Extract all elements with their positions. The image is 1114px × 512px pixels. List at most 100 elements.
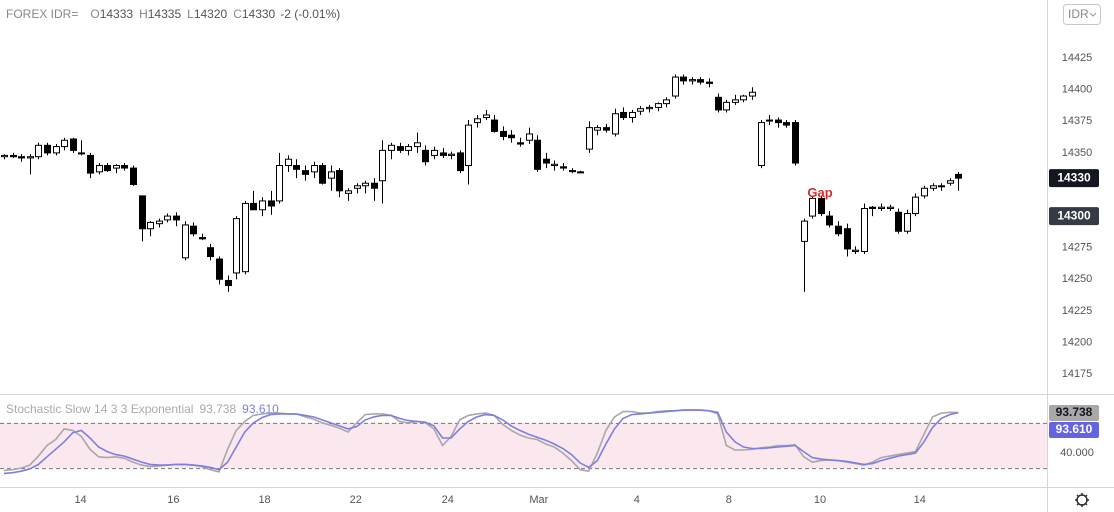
currency-button-frame[interactable] xyxy=(1063,4,1101,25)
chevron[interactable] xyxy=(1089,12,1097,17)
candle-body xyxy=(139,195,146,230)
candle-body xyxy=(440,152,447,156)
x-tick-label: Mar xyxy=(529,494,548,506)
candle-body xyxy=(895,211,902,232)
candle-body xyxy=(27,156,34,159)
legend-header: FOREX IDR= O14333 H14335 L14320 C14330 -2 (-0… xyxy=(6,7,340,21)
ohlc-value: 14320 xyxy=(194,7,228,21)
candle-body xyxy=(457,152,464,172)
candle-body xyxy=(783,122,790,126)
candle-body xyxy=(775,119,782,124)
candle-body xyxy=(835,225,842,235)
candle-body xyxy=(164,215,171,221)
candle-body xyxy=(749,91,756,97)
candle-body xyxy=(293,165,300,170)
candle-body xyxy=(362,182,369,187)
candle-body xyxy=(844,228,851,250)
candle-body xyxy=(697,79,704,83)
candle-body xyxy=(130,167,137,185)
candle-body xyxy=(285,158,292,167)
candle-body xyxy=(637,108,644,112)
candle-body xyxy=(345,190,352,194)
currency-label[interactable]: IDR xyxy=(1068,7,1089,21)
candle-body xyxy=(740,95,747,101)
candle-body xyxy=(517,142,524,145)
candle-body xyxy=(680,76,687,82)
gear-teeth[interactable] xyxy=(1075,493,1089,507)
ohlc-letter: H xyxy=(139,7,148,21)
candle-body xyxy=(379,149,386,182)
candle-body xyxy=(113,165,120,169)
x-tick-label: 4 xyxy=(634,494,640,506)
candle-body xyxy=(930,185,937,189)
y-tick-label: 14375 xyxy=(1062,115,1093,127)
x-tick-label: 8 xyxy=(726,494,732,506)
candle-body xyxy=(491,119,498,132)
candle-body xyxy=(422,149,429,163)
candle-body xyxy=(18,156,25,159)
candle-body xyxy=(955,173,962,179)
candle-body xyxy=(44,144,51,154)
last-value-label: 93.738 xyxy=(1056,405,1093,419)
candle-body xyxy=(508,134,515,139)
candle-body xyxy=(947,180,954,184)
candle-body xyxy=(887,206,894,210)
candle-body xyxy=(61,139,68,148)
candle-body xyxy=(801,220,808,242)
price-label-box xyxy=(1049,207,1099,226)
indicator-value: 93.738 xyxy=(199,402,236,416)
candle-body xyxy=(87,154,94,174)
last-value-box xyxy=(1049,405,1099,421)
candle-body xyxy=(861,208,868,252)
candle-body xyxy=(405,146,412,151)
last-value-label: 93.610 xyxy=(1056,422,1093,436)
candle-body xyxy=(809,197,816,217)
candle-body xyxy=(96,165,103,173)
x-tick-label: 10 xyxy=(814,494,826,506)
candle-body xyxy=(904,213,911,232)
candle-body xyxy=(655,103,662,108)
x-tick-label: 14 xyxy=(74,494,86,506)
candle-body xyxy=(147,221,154,230)
candle-body xyxy=(689,79,696,82)
candle-body xyxy=(173,215,180,221)
candle-body xyxy=(268,200,275,207)
candle-body xyxy=(336,170,343,192)
candle-body xyxy=(319,165,326,184)
candle-body xyxy=(603,127,610,131)
currency-button[interactable]: IDR xyxy=(1063,4,1101,25)
price-label-box xyxy=(1049,169,1099,188)
y-tick-label: 40.000 xyxy=(1060,447,1094,459)
settings-button[interactable] xyxy=(1075,493,1089,507)
change: -2 (-0.01%) xyxy=(280,7,340,21)
candle-body xyxy=(465,124,472,167)
candle-body xyxy=(216,258,223,280)
x-tick-label: 14 xyxy=(914,494,926,506)
candle-body xyxy=(199,237,206,240)
x-tick-label: 22 xyxy=(350,494,362,506)
y-tick-label: 14250 xyxy=(1062,273,1093,285)
candle-body xyxy=(414,142,421,148)
indicator-legend: Stochastic Slow 14 3 3 Exponential 93.738… xyxy=(6,402,279,416)
candle-body xyxy=(766,119,773,122)
ohlc-letter: C xyxy=(233,7,242,21)
candle-body xyxy=(328,171,335,179)
candle-body xyxy=(182,224,189,259)
y-tick-label: 14350 xyxy=(1062,147,1093,159)
candle-body xyxy=(156,220,163,225)
candle-body xyxy=(818,197,825,215)
last-value-box xyxy=(1049,422,1099,438)
candle-body xyxy=(526,133,533,141)
candle-body xyxy=(259,200,266,211)
candle-body xyxy=(53,146,60,154)
candle-body xyxy=(534,139,541,170)
x-tick-label: 16 xyxy=(167,494,179,506)
candle-body xyxy=(560,166,567,169)
candle-body xyxy=(629,111,636,119)
indicator-title: Stochastic Slow 14 3 3 Exponential xyxy=(6,402,193,416)
price-label: 14300 xyxy=(1057,208,1091,222)
candle-body xyxy=(912,196,919,215)
ohlc-letter: O xyxy=(90,7,99,21)
candle-body xyxy=(852,249,859,252)
